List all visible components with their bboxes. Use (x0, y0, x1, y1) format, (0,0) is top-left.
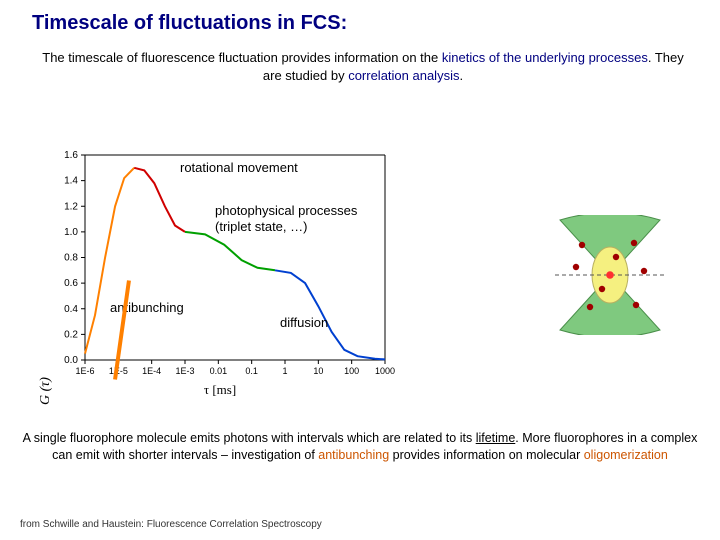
intro-text: The timescale of fluorescence fluctuatio… (0, 35, 720, 84)
intro-kinetics: kinetics of the underlying processes (442, 50, 648, 65)
footer-oligomerization: oligomerization (584, 448, 668, 462)
svg-text:1: 1 (282, 366, 287, 376)
chart-svg: 0.00.20.40.60.81.01.21.41.61E-61E-51E-41… (30, 145, 410, 380)
svg-text:1000: 1000 (375, 366, 395, 376)
svg-text:0.01: 0.01 (210, 366, 228, 376)
focal-svg (540, 215, 680, 335)
focal-volume-diagram (540, 215, 680, 335)
chart-xlabel: τ [ms] (30, 382, 410, 398)
annotation-photophysical: photophysical processes (triplet state, … (215, 203, 357, 234)
svg-text:100: 100 (344, 366, 359, 376)
svg-text:1E-6: 1E-6 (75, 366, 94, 376)
footer-text: A single fluorophore molecule emits phot… (20, 430, 700, 464)
intro-pre: The timescale of fluorescence fluctuatio… (42, 50, 442, 65)
credit-line: from Schwille and Haustein: Fluorescence… (20, 519, 322, 530)
annotation-rotational: rotational movement (180, 160, 298, 176)
page-title: Timescale of fluctuations in FCS: (0, 0, 720, 35)
svg-text:1E-4: 1E-4 (142, 366, 161, 376)
svg-text:1.0: 1.0 (64, 227, 78, 238)
svg-text:1.4: 1.4 (64, 176, 78, 187)
correlation-chart: G (τ) 0.0 0.2 0.4 0.6 0.8 1.0 1.2 1.4 1.6 1E-6 1E-… (30, 145, 410, 410)
svg-text:0.0: 0.0 (64, 355, 78, 366)
svg-text:10: 10 (313, 366, 323, 376)
intro-post: . (459, 68, 463, 83)
footer-antibunching: antibunching (318, 448, 389, 462)
svg-text:1.2: 1.2 (64, 201, 78, 212)
chart-ylabel: G (τ) (38, 377, 54, 405)
svg-text:0.8: 0.8 (64, 253, 78, 264)
svg-text:0.1: 0.1 (245, 366, 258, 376)
ann-photo-l1: photophysical processes (215, 203, 357, 218)
annotation-diffusion: diffusion (280, 315, 328, 331)
intro-correlation: correlation analysis (348, 68, 459, 83)
footer-l3: provides information on molecular (389, 448, 584, 462)
svg-text:1E-3: 1E-3 (175, 366, 194, 376)
footer-l1a: A single fluorophore molecule emits phot… (23, 431, 476, 445)
svg-text:0.4: 0.4 (64, 304, 78, 315)
svg-text:0.2: 0.2 (64, 329, 78, 340)
svg-text:0.6: 0.6 (64, 278, 78, 289)
svg-text:1.6: 1.6 (64, 150, 78, 161)
footer-lifetime: lifetime (476, 431, 516, 445)
annotation-antibunching: antibunching (110, 300, 184, 316)
ann-photo-l2: (triplet state, …) (215, 219, 307, 234)
